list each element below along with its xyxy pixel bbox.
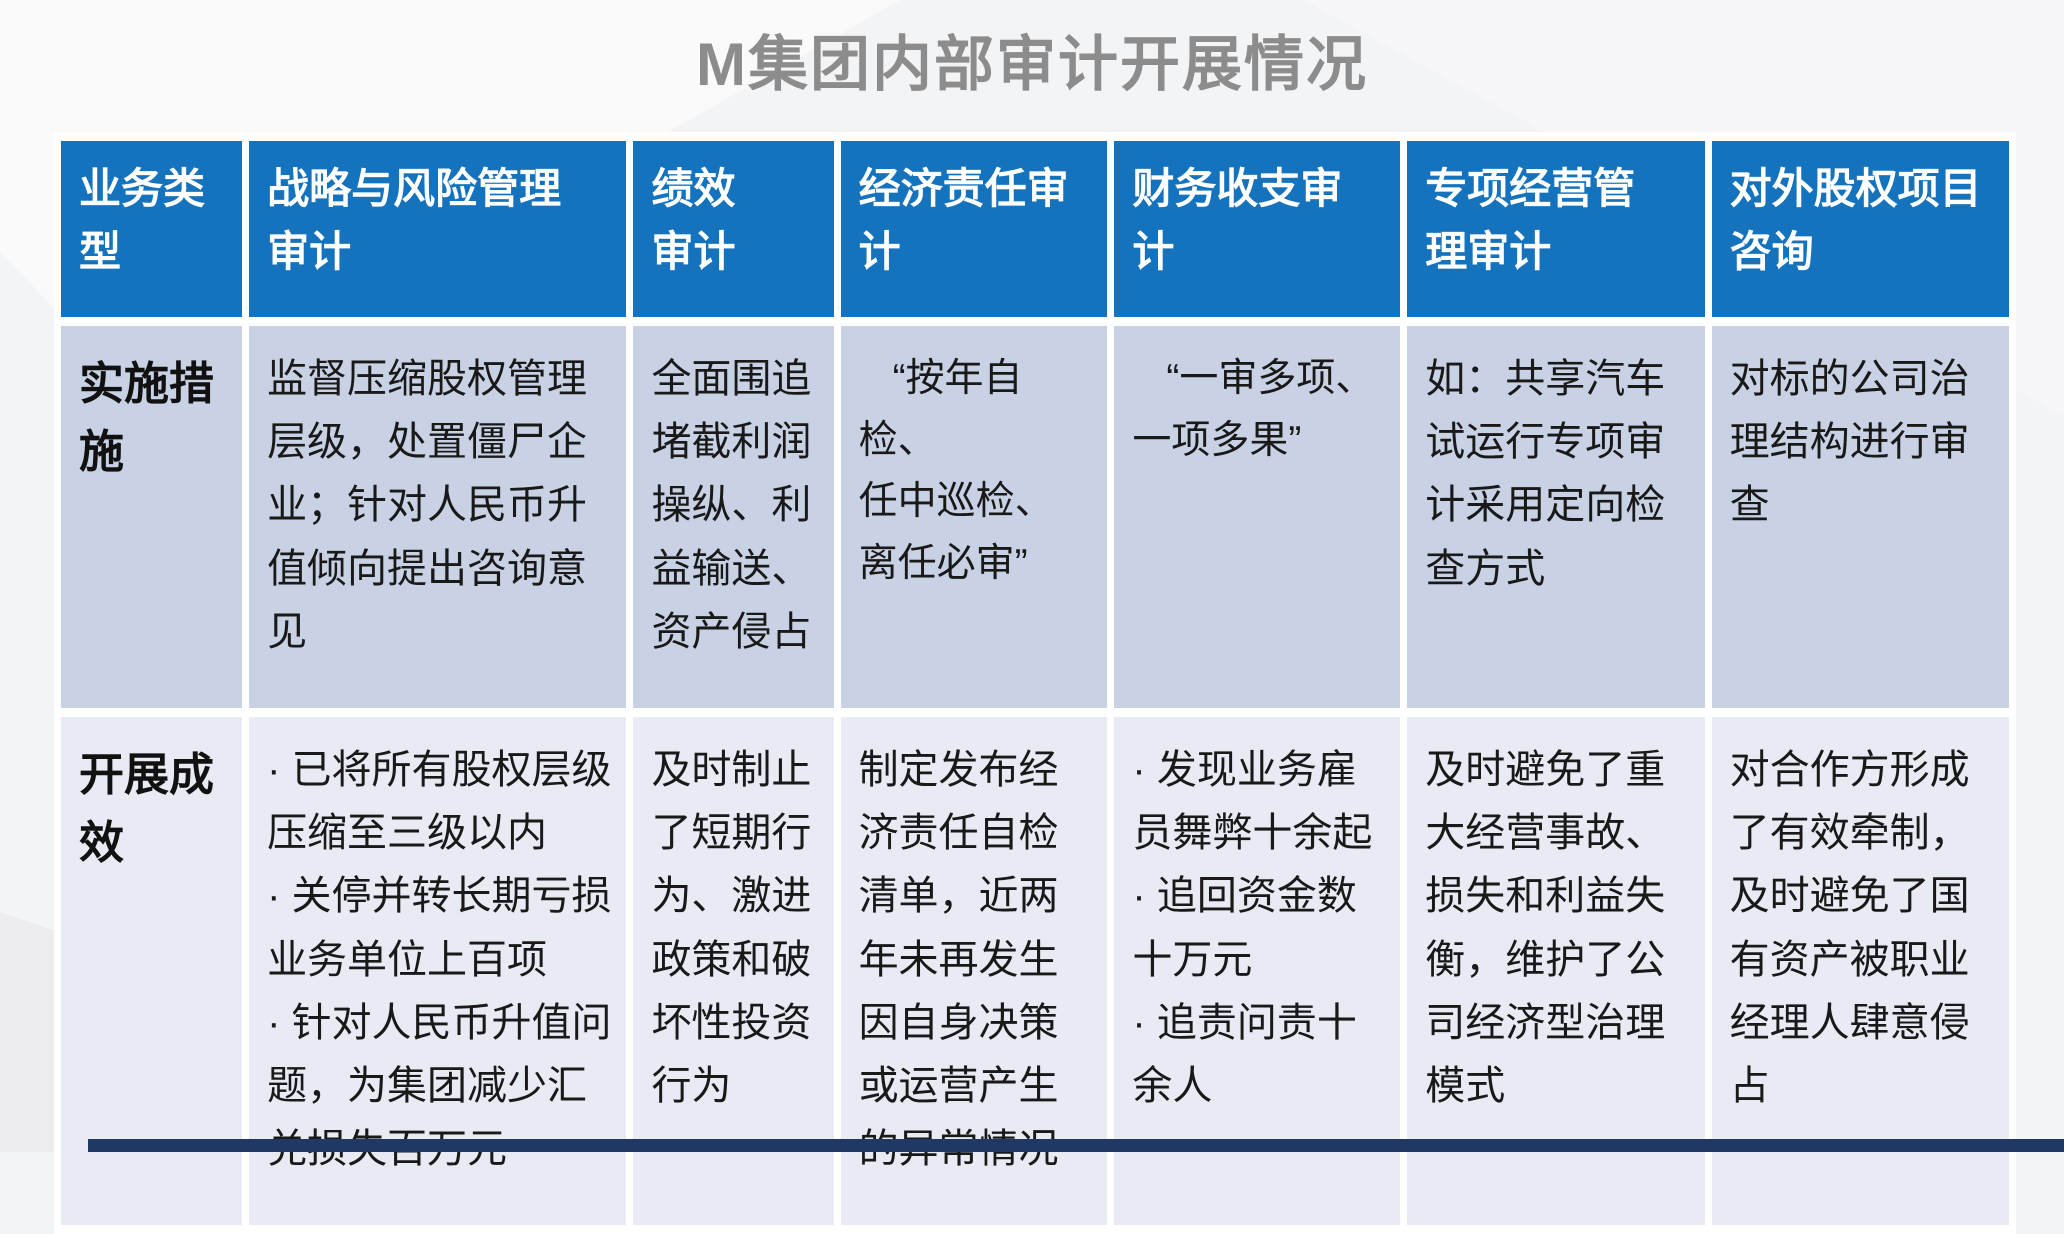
column-header-economic-responsibility-audit: 经济责任审 计: [840, 141, 1108, 317]
cell-measures-economic: “按年自检、 任中巡检、 离任必审”: [840, 326, 1108, 708]
column-header-special-operation-audit: 专项经营管 理审计: [1407, 141, 1705, 317]
cell-measures-special: 如：共享汽车 试运行专项审 计采用定向检 查方式: [1407, 326, 1705, 708]
column-header-strategy-risk-audit: 战略与风险管理 审计: [249, 141, 627, 317]
column-header-performance-audit: 绩效 审计: [633, 141, 834, 317]
audit-table: 业务类 型 战略与风险管理 审计 绩效 审计 经济责任审 计 财务收支审 计 专…: [54, 132, 2016, 1234]
cell-measures-performance: 全面围追 堵截利润 操纵、利 益输送、 资产侵占: [633, 326, 834, 708]
page-title: M集团内部审计开展情况: [696, 31, 1368, 98]
table-header-row: 业务类 型 战略与风险管理 审计 绩效 审计 经济责任审 计 财务收支审 计 专…: [61, 141, 2009, 317]
audit-table-container: 业务类 型 战略与风险管理 审计 绩效 审计 经济责任审 计 财务收支审 计 专…: [54, 132, 2016, 1234]
row-label-measures: 实施措 施: [61, 326, 243, 708]
cell-measures-strategy: 监督压缩股权管理 层级，处置僵尸企 业；针对人民币升 值倾向提出咨询意 见: [249, 326, 627, 708]
cell-measures-financial: “一审多项、 一项多果”: [1114, 326, 1401, 708]
bottom-accent-bar: [88, 1139, 2064, 1152]
cell-measures-equity: 对标的公司治 理结构进行审 查: [1711, 326, 2009, 708]
column-header-external-equity-consulting: 对外股权项目 咨询: [1711, 141, 2009, 317]
column-header-financial-revenue-audit: 财务收支审 计: [1114, 141, 1401, 317]
table-row-measures: 实施措 施 监督压缩股权管理 层级，处置僵尸企 业；针对人民币升 值倾向提出咨询…: [61, 326, 2009, 708]
column-header-business-type: 业务类 型: [61, 141, 243, 317]
